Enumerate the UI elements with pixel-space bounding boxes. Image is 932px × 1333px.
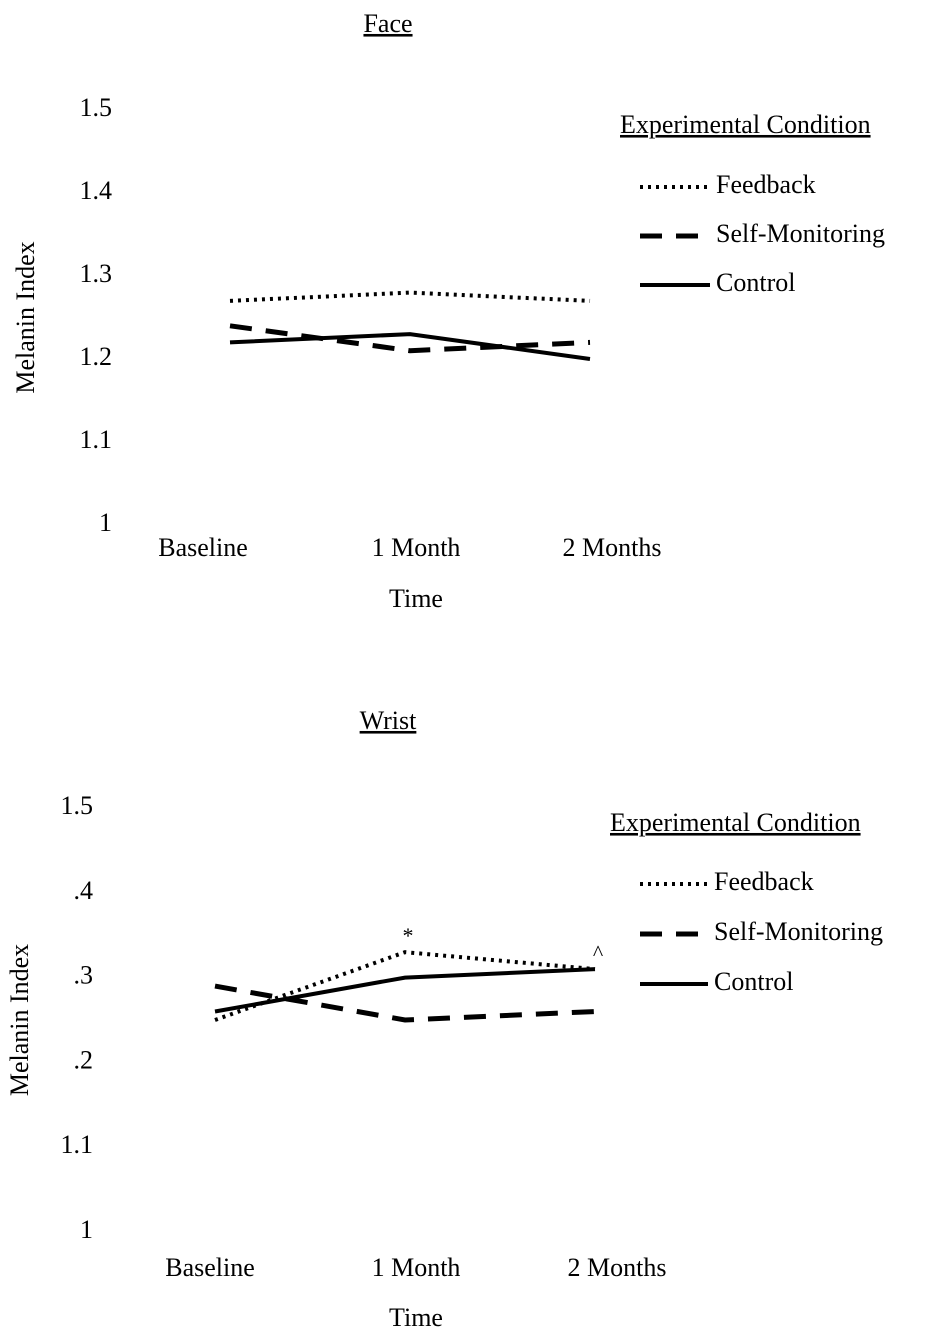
series-line [214,967,596,1014]
y-tick-label: 1.1 [80,425,113,454]
x-tick-label: 2 Months [568,1253,667,1282]
legend-label: Self-Monitoring [714,917,883,946]
series-line [229,290,591,303]
y-tick-label: 1.3 [80,259,113,288]
legend-label: Feedback [716,170,816,199]
y-tick-label: 1.5 [80,93,113,122]
y-tick-label: 1.5 [61,791,94,820]
y-tick-label: 1 [80,1215,93,1244]
y-axis-label: Melanin Index [5,944,34,1096]
series-line [214,950,596,1022]
x-axis-label: Time [389,584,443,613]
legend-title: Experimental Condition [620,110,871,139]
series-line [229,323,591,354]
chart-title: Wrist [360,706,417,735]
legend-label: Control [714,967,793,996]
x-tick-label: 1 Month [372,533,461,562]
chart-title: Face [363,9,412,38]
x-tick-label: 1 Month [372,1253,461,1282]
legend-label: Self-Monitoring [716,219,885,248]
y-tick-label: 1.4 [80,176,113,205]
legend-label: Control [716,268,795,297]
y-tick-label: 1.1 [61,1130,94,1159]
series-line [214,983,596,1023]
legend-title: Experimental Condition [610,808,861,837]
y-tick-label: 1.2 [80,342,113,371]
y-tick-label: .2 [74,1045,94,1074]
y-tick-label: 1 [99,508,112,537]
series-line [229,332,591,361]
x-tick-label: Baseline [165,1253,255,1282]
x-tick-label: 2 Months [563,533,662,562]
y-axis-label: Melanin Index [11,241,40,393]
x-tick-label: Baseline [158,533,248,562]
legend-label: Feedback [714,867,814,896]
y-tick-label: .4 [74,876,94,905]
y-tick-label: .3 [74,961,94,990]
annotation: ^ [593,940,604,965]
annotation: * [403,923,414,948]
x-axis-label: Time [389,1303,443,1332]
